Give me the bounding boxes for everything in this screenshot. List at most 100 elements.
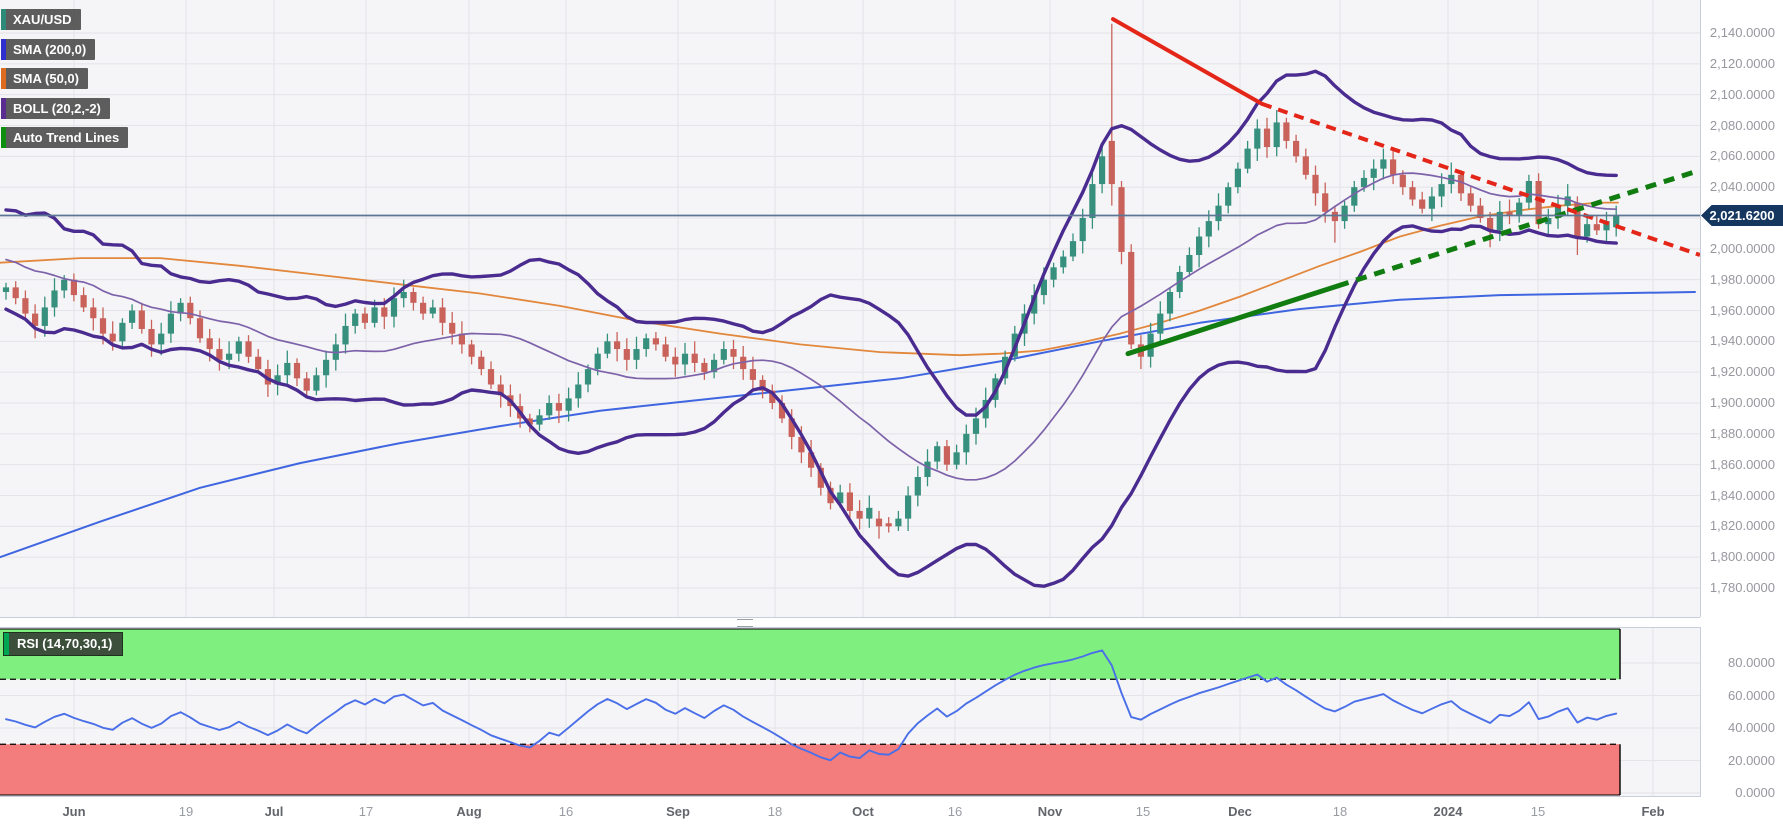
x-axis-label: 15	[1530, 804, 1546, 819]
candle	[497, 384, 504, 396]
candle	[245, 341, 252, 357]
panel-splitter-handle[interactable]	[737, 619, 753, 627]
candle	[526, 418, 533, 425]
candle	[1603, 221, 1610, 231]
candle	[206, 338, 213, 350]
price-axis-label: 1,940.0000	[1709, 333, 1775, 349]
candle	[1419, 199, 1426, 209]
candle	[70, 279, 77, 296]
candle	[924, 461, 931, 478]
legend-badge-sma200[interactable]: SMA (200,0)	[1, 38, 96, 60]
candle	[1496, 211, 1503, 231]
candle	[1322, 193, 1329, 212]
candle	[1574, 202, 1581, 237]
x-axis-label: 16	[947, 804, 963, 819]
candle	[856, 510, 863, 519]
legend: XAU/USD SMA (200,0) SMA (50,0) BOLL (20,…	[1, 9, 129, 157]
candle	[61, 279, 68, 291]
candle	[1108, 140, 1115, 185]
candle	[390, 298, 398, 317]
candle	[1564, 196, 1571, 206]
green-trend-line-solid	[1125, 283, 1341, 357]
candle	[313, 375, 320, 391]
x-axis-label: 16	[558, 804, 574, 819]
candle	[662, 344, 669, 357]
candle	[342, 325, 349, 345]
candle	[196, 318, 204, 339]
candle	[400, 292, 407, 299]
candle	[1457, 174, 1465, 194]
candle	[255, 356, 262, 370]
candle	[866, 507, 873, 519]
x-axis-label: 18	[767, 804, 783, 819]
candle	[555, 403, 562, 411]
candle	[1399, 174, 1406, 188]
candle	[226, 353, 233, 360]
candle	[614, 341, 621, 350]
candle	[381, 307, 388, 317]
candle	[934, 446, 941, 462]
sma200-color-strip	[1, 38, 6, 60]
candle	[817, 467, 824, 488]
price-axis-label: 1,920.0000	[1709, 364, 1775, 380]
candle	[1050, 267, 1057, 280]
candle	[478, 356, 485, 370]
price-axis-label: 1,900.0000	[1709, 395, 1775, 410]
candle	[216, 349, 223, 360]
candle	[1031, 295, 1038, 314]
candle	[293, 362, 301, 379]
legend-badge-sma50[interactable]: SMA (50,0)	[1, 68, 88, 89]
auto-trend-color-strip	[1, 127, 6, 148]
symbol-label: XAU/USD	[13, 12, 72, 27]
candle	[1302, 156, 1309, 175]
candle	[429, 307, 436, 314]
legend-badge-symbol[interactable]: XAU/USD	[1, 9, 81, 30]
candle	[565, 398, 572, 411]
candle	[546, 403, 553, 416]
x-axis-label: 17	[358, 804, 374, 819]
x-axis-label: Feb	[1641, 804, 1665, 819]
gridlines	[0, 0, 1700, 797]
candle	[420, 302, 427, 314]
rsi-axis-label: 0.0000	[1735, 785, 1775, 800]
rsi-axis-label: 60.0000	[1728, 687, 1775, 703]
rsi-indicator-badge[interactable]: RSI (14,70,30,1)	[3, 632, 124, 656]
candle	[1254, 128, 1261, 149]
rsi-line	[5, 649, 1618, 762]
symbol-color-strip	[1, 9, 6, 30]
panel-borders	[0, 0, 1701, 797]
candle	[449, 322, 456, 334]
red-trend-line-projection	[1261, 102, 1700, 257]
candle	[943, 446, 950, 465]
rsi-color-strip	[4, 633, 9, 655]
candle	[1079, 218, 1086, 242]
candle	[1196, 236, 1203, 256]
candle	[371, 307, 378, 323]
time-axis: Jun 19 Jul 17 Aug 16 Sep 18 Oct 16 Nov 15 Dec 18 2024 1…	[0, 804, 1700, 824]
rsi-axis-label: 40.0000	[1728, 720, 1775, 735]
candle	[584, 369, 592, 385]
candle	[439, 307, 446, 323]
boll-label: BOLL (20,2,-2)	[13, 100, 101, 116]
candle	[167, 313, 174, 334]
candle	[643, 338, 650, 350]
candle	[972, 418, 980, 434]
x-axis-label: Jun	[62, 804, 86, 819]
candle	[22, 298, 29, 314]
price-axis-label: 1,960.0000	[1709, 302, 1775, 318]
x-axis-label: Aug	[456, 804, 482, 819]
candle	[1467, 193, 1474, 206]
x-axis-label: Dec	[1228, 804, 1252, 819]
candle	[1099, 156, 1106, 185]
candle	[1380, 159, 1387, 169]
candle	[1477, 205, 1484, 219]
candle	[1351, 187, 1358, 206]
legend-badge-boll[interactable]: BOLL (20,2,-2)	[1, 97, 110, 119]
candle	[177, 302, 184, 314]
candle	[235, 341, 242, 354]
current-price-tag: 2,021.6200	[1701, 205, 1783, 226]
candle	[1205, 221, 1212, 237]
legend-badge-auto-trend-lines[interactable]: Auto Trend Lines	[1, 127, 129, 148]
candle	[953, 452, 960, 465]
